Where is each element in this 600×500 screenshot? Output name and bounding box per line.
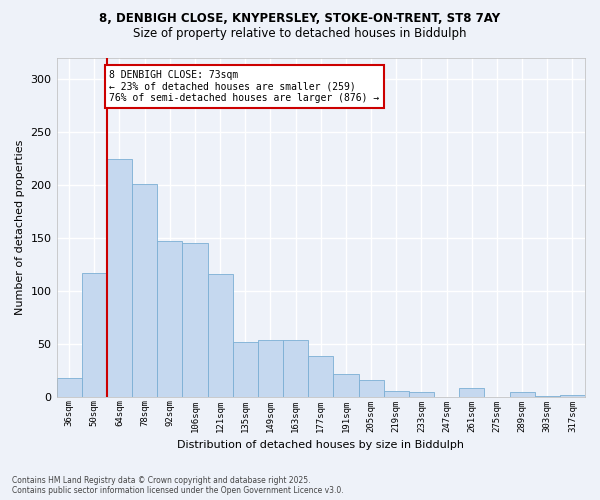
Bar <box>182 243 208 396</box>
Bar <box>283 340 308 396</box>
Bar <box>334 374 359 396</box>
Bar <box>383 392 409 396</box>
Bar <box>132 184 157 396</box>
Bar <box>233 342 258 396</box>
Bar <box>82 272 107 396</box>
Bar <box>459 388 484 396</box>
Bar <box>308 356 334 397</box>
Y-axis label: Number of detached properties: Number of detached properties <box>15 140 25 315</box>
Bar <box>409 392 434 396</box>
Bar <box>208 274 233 396</box>
Text: Size of property relative to detached houses in Biddulph: Size of property relative to detached ho… <box>133 28 467 40</box>
Text: Contains HM Land Registry data © Crown copyright and database right 2025.
Contai: Contains HM Land Registry data © Crown c… <box>12 476 344 495</box>
Text: 8, DENBIGH CLOSE, KNYPERSLEY, STOKE-ON-TRENT, ST8 7AY: 8, DENBIGH CLOSE, KNYPERSLEY, STOKE-ON-T… <box>100 12 500 26</box>
X-axis label: Distribution of detached houses by size in Biddulph: Distribution of detached houses by size … <box>177 440 464 450</box>
Bar <box>56 378 82 396</box>
Bar <box>359 380 383 396</box>
Bar <box>509 392 535 396</box>
Bar <box>107 159 132 396</box>
Text: 8 DENBIGH CLOSE: 73sqm
← 23% of detached houses are smaller (259)
76% of semi-de: 8 DENBIGH CLOSE: 73sqm ← 23% of detached… <box>109 70 380 103</box>
Bar <box>258 340 283 396</box>
Bar <box>560 394 585 396</box>
Bar <box>157 241 182 396</box>
